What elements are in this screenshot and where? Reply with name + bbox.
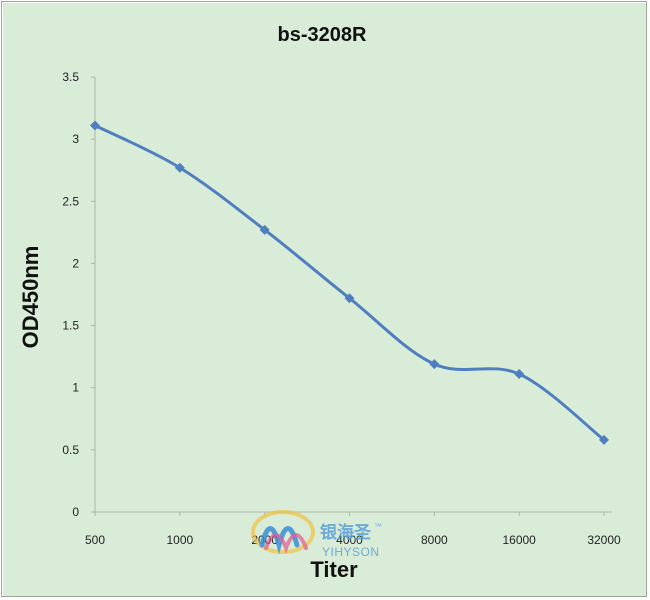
x-tick-label: 4000 — [336, 533, 363, 547]
x-tick-label: 500 — [85, 533, 105, 547]
data-point — [344, 293, 355, 304]
x-tick-label: 1000 — [166, 533, 193, 547]
chart-title: bs-3208R — [278, 24, 367, 46]
y-axis-title: OD450nm — [18, 246, 43, 349]
data-point — [259, 224, 270, 235]
y-tick-label: 0 — [72, 505, 79, 519]
chart-background — [3, 3, 646, 596]
watermark-trademark: ™ — [374, 522, 382, 531]
data-point — [90, 120, 100, 131]
y-tick-label: 2 — [72, 256, 79, 270]
y-tick-label: 1.5 — [62, 319, 79, 333]
y-tick-label: 2.5 — [62, 194, 79, 208]
yihyson-watermark: 银海圣 ™ YIHYSON — [251, 510, 382, 559]
watermark-english: YIHYSON — [322, 545, 380, 559]
data-point — [174, 162, 185, 173]
data-point — [429, 359, 440, 370]
x-axis-title: Titer — [310, 557, 358, 582]
y-tick-label: 3 — [72, 132, 79, 146]
yihyson-logo-icon — [251, 510, 315, 555]
y-tick-label: 0.5 — [62, 443, 79, 457]
x-tick-label: 16000 — [502, 533, 536, 547]
y-tick-label: 3.5 — [62, 70, 79, 84]
watermark-chinese: 银海圣 — [320, 522, 372, 543]
y-tick-label: 1 — [72, 381, 79, 395]
x-tick-label: 32000 — [587, 533, 621, 547]
data-point — [599, 434, 609, 445]
data-point — [514, 369, 525, 380]
x-tick-label: 8000 — [421, 533, 448, 547]
